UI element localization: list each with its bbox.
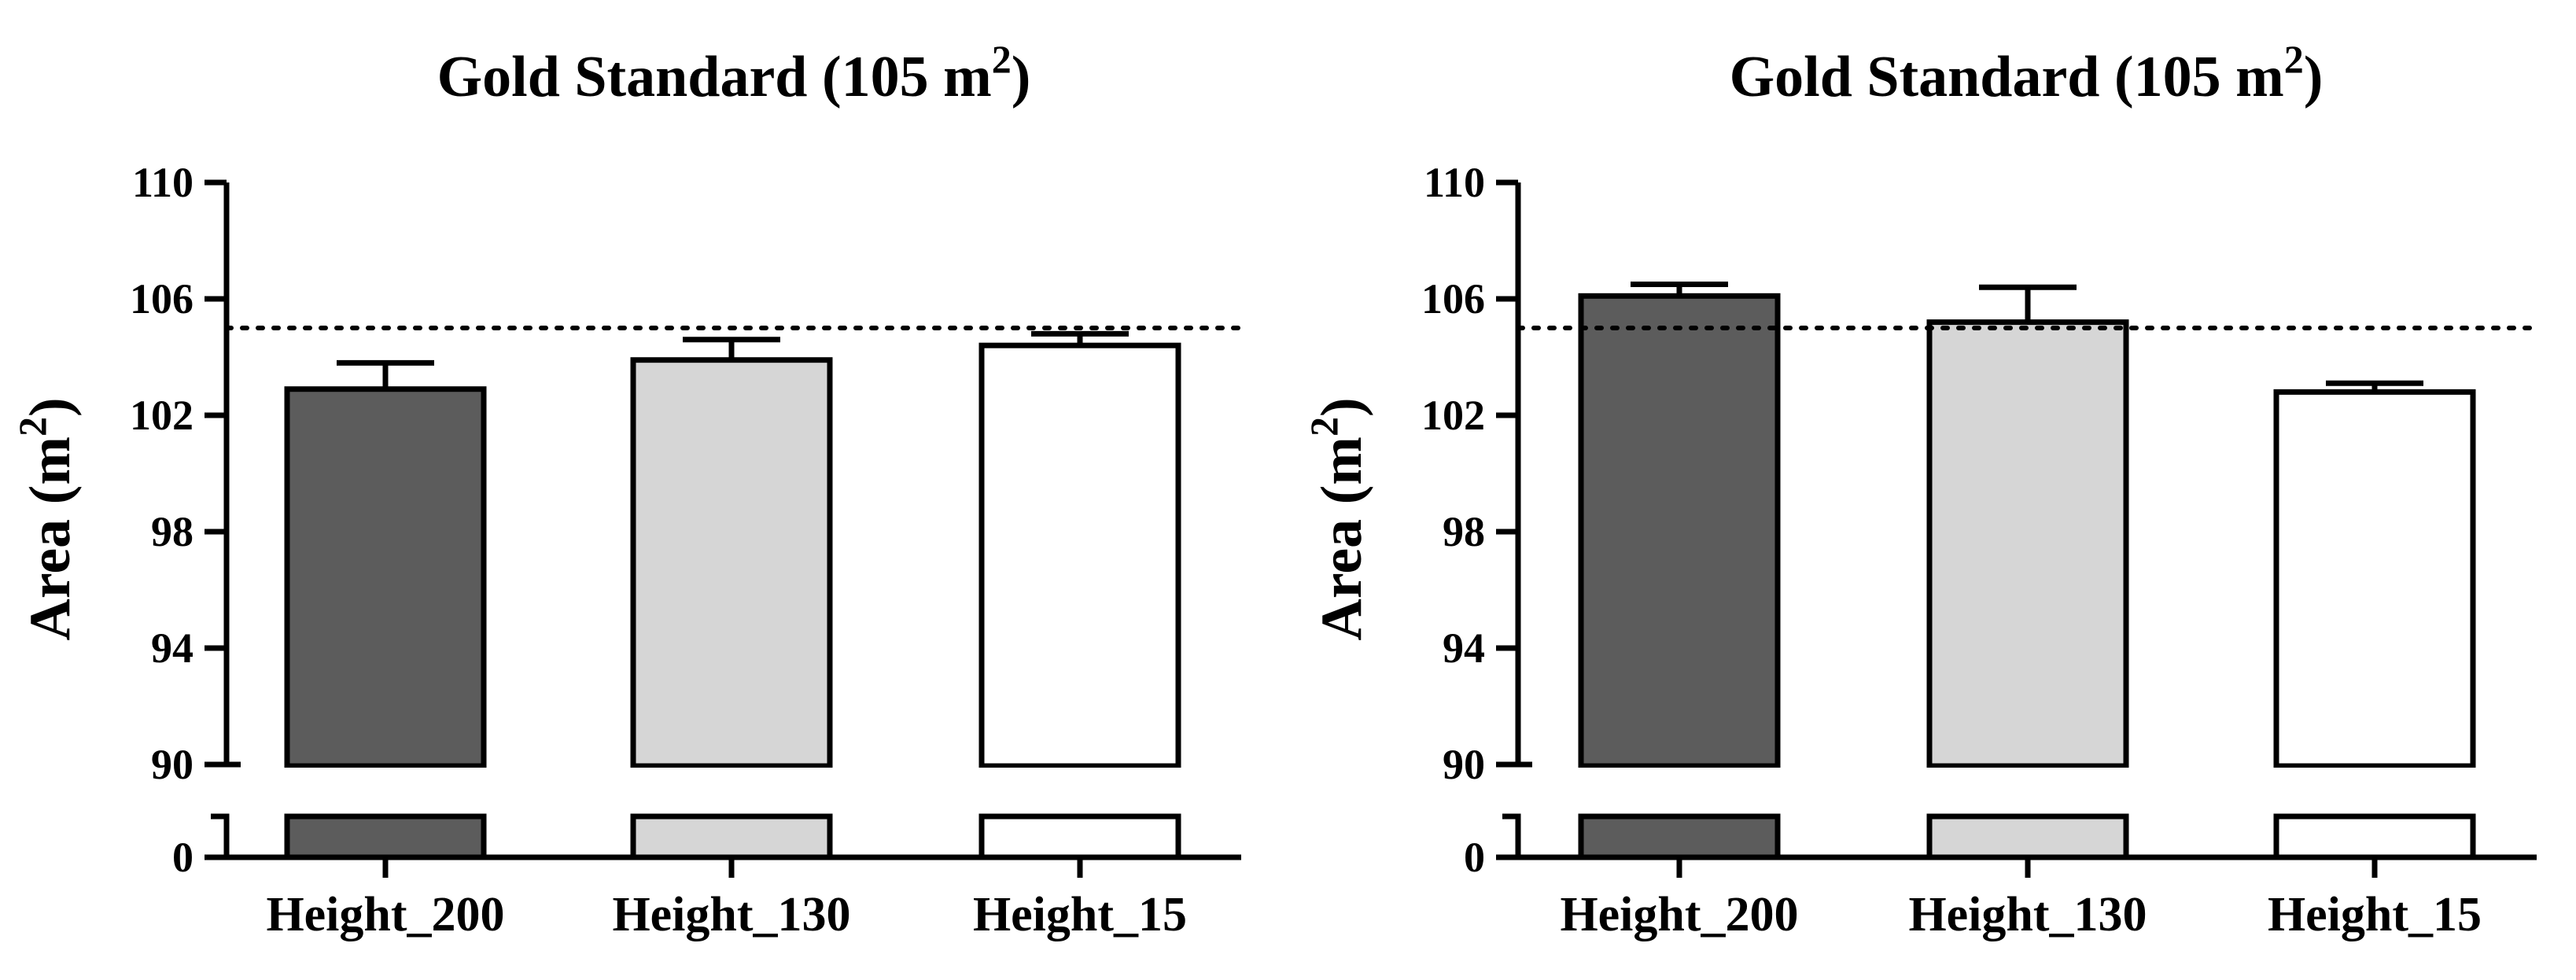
x-tick-label: Height_200 (266, 888, 504, 941)
bar-height-200 (1578, 293, 1781, 769)
bar-height-15 (978, 342, 1181, 769)
y-axis-lower (211, 813, 230, 857)
y-axis-label: Area (m2) (1302, 397, 1374, 640)
y-axis-label: Area (m2) (10, 397, 83, 640)
bar-lower-segment (978, 813, 1181, 860)
y-tick-label: 90 (1443, 741, 1485, 788)
x-tick-label: Height_15 (973, 888, 1187, 941)
y-tick-label: 94 (151, 624, 193, 672)
x-tick-label: Height_200 (1560, 888, 1798, 941)
chart-panel-2: Gold Standard (105 m2) Area (m2) 90 94 98 102… (1302, 37, 2552, 941)
bar-height-15 (2273, 389, 2476, 769)
y-tick-label: 106 (1421, 275, 1485, 322)
y-tick-label: 110 (1424, 159, 1485, 206)
bar-height-130 (630, 357, 833, 769)
y-tick-label-zero: 0 (172, 834, 193, 881)
bar-lower-segment (284, 813, 487, 860)
y-tick-label: 98 (1443, 508, 1485, 555)
y-tick-label: 106 (130, 275, 193, 322)
bar-lower-segment (2273, 813, 2476, 860)
axis-break-gap (195, 768, 1257, 813)
y-tick-label: 102 (1421, 392, 1485, 439)
bar-lower-segment (1578, 813, 1781, 860)
y-tick-label: 110 (132, 159, 193, 206)
y-tick-label: 98 (151, 508, 193, 555)
chart-title: Gold Standard (105 m2) (437, 37, 1031, 109)
axis-break-gap (1487, 768, 2552, 813)
x-tick-label: Height_130 (1908, 888, 2147, 941)
bar-lower-segment (630, 813, 833, 860)
y-tick-label: 102 (130, 392, 193, 439)
bar-height-130 (1926, 319, 2129, 769)
x-tick-label: Height_15 (2268, 888, 2482, 941)
bar-lower-segment (1926, 813, 2129, 860)
y-tick-label: 90 (151, 741, 193, 788)
y-tick-label-zero: 0 (1464, 834, 1485, 881)
y-axis-lower (1502, 813, 1521, 857)
chart-panel-1: Gold Standard (105 m2) Area (m2) 90 94 98 102… (10, 37, 1257, 941)
bar-height-200 (284, 386, 487, 769)
y-tick-label: 94 (1443, 624, 1485, 672)
chart-title: Gold Standard (105 m2) (1730, 37, 2324, 109)
x-tick-label: Height_130 (612, 888, 850, 941)
